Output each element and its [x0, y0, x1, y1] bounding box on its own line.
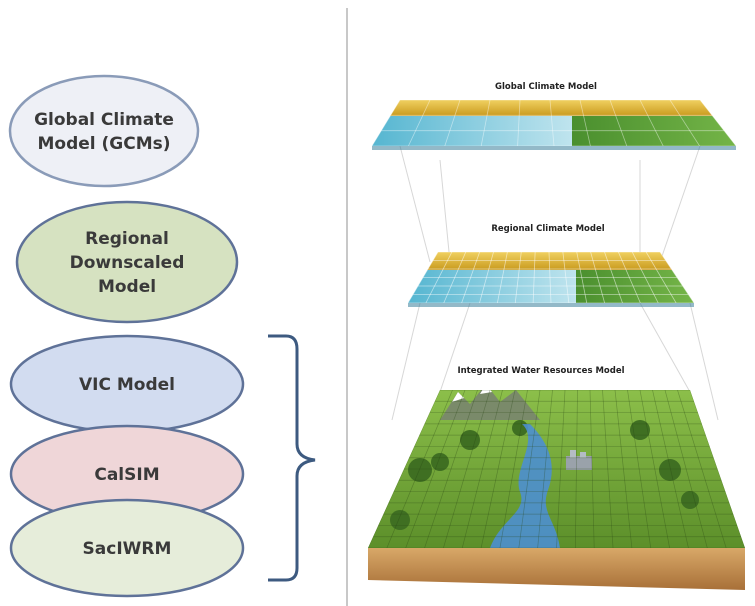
regional-downscaled-model-shape	[15, 200, 239, 324]
soil-block	[368, 548, 745, 590]
regional-downscaled-model-label-line: Downscaled	[70, 253, 185, 273]
grouping-bracket	[268, 334, 316, 582]
saciwrm-shape	[9, 498, 245, 598]
regional-climate-layer: Regional Climate Model	[408, 224, 694, 307]
water-resources-layer: Integrated Water Resources Model	[368, 366, 745, 590]
global-climate-layer: Global Climate Model	[372, 82, 736, 150]
terrain-surface	[368, 390, 745, 548]
forest-patches	[390, 420, 699, 530]
vic-model-label-line: VIC Model	[79, 375, 175, 395]
regional-downscaled-model-oval: Regional Downscaled Model	[15, 200, 239, 324]
calsim-label-line: CalSIM	[94, 465, 159, 485]
mountains	[440, 390, 540, 420]
river	[490, 424, 560, 548]
global-climate-model-shape	[8, 74, 200, 188]
global-climate-model-label-line: Global Climate	[34, 110, 174, 130]
saciwrm-label-line: SacIWRM	[83, 539, 172, 559]
regional-downscaled-model-label-line: Model	[98, 277, 156, 297]
global-climate-model-label-line: Model (GCMs)	[37, 134, 170, 154]
water-resources-label: Integrated Water Resources Model	[457, 366, 624, 376]
global-climate-model-oval: Global Climate Model (GCMs)	[8, 74, 200, 188]
regional-climate-label: Regional Climate Model	[491, 224, 604, 234]
projection-lines	[391, 145, 719, 421]
vic-model-oval: VIC Model	[9, 334, 245, 434]
saciwrm-oval: SacIWRM	[9, 498, 245, 598]
regional-downscaled-model-label-line: Regional	[85, 229, 169, 249]
city-block	[566, 456, 592, 470]
global-climate-label: Global Climate Model	[495, 82, 597, 92]
model-ovals: Global Climate Model (GCMs) Regional Downsc…	[8, 74, 245, 598]
